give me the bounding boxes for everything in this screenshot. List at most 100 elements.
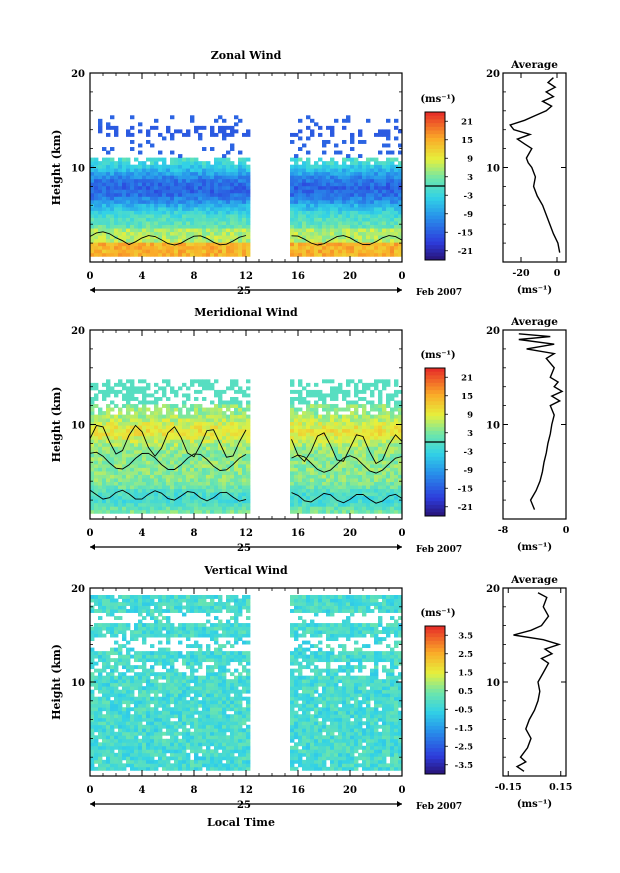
heatmap-cell xyxy=(314,245,319,250)
heatmap-cell xyxy=(234,421,239,426)
heatmap-cell xyxy=(358,396,363,401)
heatmap-cell xyxy=(114,745,119,750)
heatmap-cell xyxy=(90,502,95,507)
heatmap-cell xyxy=(210,478,215,482)
heatmap-cell xyxy=(294,439,299,444)
heatmap-cell xyxy=(398,210,403,215)
heatmap-cell xyxy=(122,449,127,454)
heatmap-cell xyxy=(138,492,143,497)
heatmap-cell xyxy=(294,435,299,440)
heatmap-cell xyxy=(114,125,119,130)
heatmap-cell xyxy=(214,118,219,123)
heatmap-cell xyxy=(318,418,323,423)
heatmap-cell xyxy=(206,425,211,430)
heatmap-cell xyxy=(382,242,387,247)
heatmap-cell xyxy=(162,488,167,493)
heatmap-cell xyxy=(246,506,251,511)
heatmap-cell xyxy=(158,439,163,444)
heatmap-cell xyxy=(362,224,367,229)
heatmap-cell xyxy=(146,453,151,458)
heatmap-cell xyxy=(342,164,347,169)
heatmap-cell xyxy=(314,192,319,197)
heatmap-cell xyxy=(114,717,119,722)
heatmap-cell xyxy=(342,481,347,486)
heatmap-cell xyxy=(386,143,391,148)
heatmap-cell xyxy=(362,235,367,240)
heatmap-cell xyxy=(234,442,239,447)
heatmap-cell xyxy=(90,386,95,391)
heatmap-cell xyxy=(102,421,107,426)
heatmap-cell xyxy=(182,185,187,190)
heatmap-cell xyxy=(110,115,115,120)
heatmap-cell xyxy=(138,182,143,187)
heatmap-cell xyxy=(118,481,123,486)
heatmap-cell xyxy=(238,231,243,236)
heatmap-cell xyxy=(362,460,367,465)
heatmap-cell xyxy=(90,414,95,419)
heatmap-cell xyxy=(222,189,227,194)
heatmap-cell xyxy=(398,506,403,511)
heatmap-cell xyxy=(366,235,371,240)
heatmap-cell xyxy=(314,252,319,257)
heatmap-cell xyxy=(290,252,295,257)
heatmap-cell xyxy=(290,492,295,497)
heatmap-cell xyxy=(354,386,359,391)
heatmap-cell xyxy=(398,428,403,433)
heatmap-cell xyxy=(106,492,111,497)
heatmap-cell xyxy=(350,217,355,222)
heatmap-cell xyxy=(322,252,327,257)
heatmap-cell xyxy=(314,435,319,440)
heatmap-cell xyxy=(246,196,251,201)
heatmap-cell xyxy=(350,400,355,405)
y-axis-label: Height (km) xyxy=(50,387,63,463)
heatmap-cell xyxy=(346,238,351,243)
heatmap-cell xyxy=(398,224,403,229)
heatmap-cell xyxy=(126,224,131,229)
heatmap-cell xyxy=(214,488,219,493)
heatmap-cell xyxy=(354,189,359,194)
heatmap-cell xyxy=(134,164,139,169)
heatmap-cell xyxy=(158,428,163,433)
heatmap-cell xyxy=(370,404,375,408)
heatmap-cell xyxy=(110,453,115,458)
heatmap-cell xyxy=(146,221,151,225)
heatmap-cell xyxy=(222,463,227,468)
heatmap-cell xyxy=(294,214,299,218)
heatmap-cell xyxy=(394,442,399,447)
heatmap-cell xyxy=(102,235,107,240)
heatmap-cell xyxy=(346,228,351,233)
heatmap-cell xyxy=(150,432,155,437)
heatmap-cell xyxy=(186,456,191,461)
heatmap-cell xyxy=(170,168,175,173)
heatmap-cell xyxy=(194,396,199,401)
heatmap-cell xyxy=(226,495,231,500)
heatmap-cell xyxy=(90,252,95,257)
heatmap-cell xyxy=(326,488,331,493)
heatmap-cell xyxy=(142,467,147,472)
heatmap-cell xyxy=(310,252,315,257)
heatmap-cell xyxy=(190,488,195,493)
heatmap-cell xyxy=(382,428,387,433)
heatmap-cell xyxy=(186,432,191,437)
heatmap-cell xyxy=(218,199,223,204)
heatmap-cell xyxy=(158,196,163,201)
heatmap-cell xyxy=(334,467,339,472)
heatmap-cell xyxy=(122,717,127,722)
heatmap-cell xyxy=(210,407,215,412)
heatmap-cell xyxy=(214,210,219,215)
colorbar-segment xyxy=(425,475,445,480)
heatmap-cell xyxy=(358,446,363,451)
heatmap-cell xyxy=(178,428,183,433)
heatmap-cell xyxy=(98,252,103,257)
heatmap-cell xyxy=(238,221,243,225)
heatmap-cell xyxy=(318,404,323,408)
heatmap-cell xyxy=(106,185,111,190)
heatmap-cell xyxy=(158,242,163,247)
heatmap-cell xyxy=(370,210,375,215)
heatmap-cell xyxy=(122,728,127,733)
heatmap-cell xyxy=(382,164,387,169)
heatmap-cell xyxy=(166,481,171,486)
heatmap-cell xyxy=(238,478,243,482)
heatmap-cell xyxy=(298,245,303,250)
heatmap-cell xyxy=(362,456,367,461)
